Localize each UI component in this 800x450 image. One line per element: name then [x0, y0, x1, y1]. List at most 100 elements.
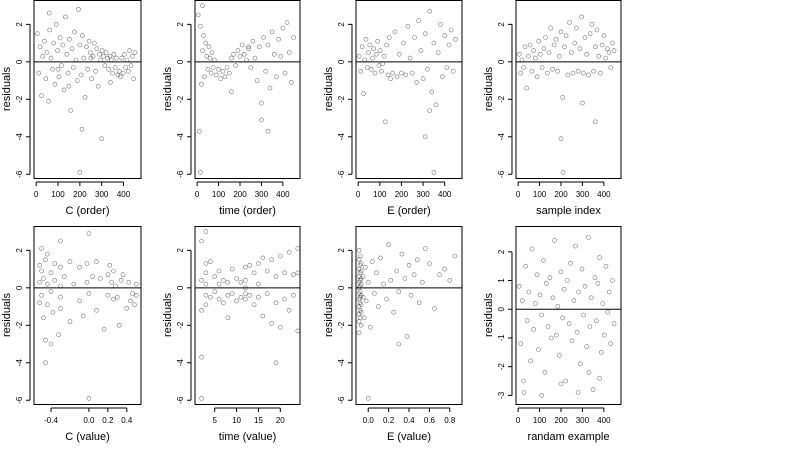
data-point: [377, 48, 383, 53]
data-point: [203, 292, 209, 298]
data-point: [79, 127, 85, 132]
data-point: [39, 268, 44, 274]
data-point: [86, 291, 92, 296]
x-tick-label: 100: [373, 190, 387, 199]
data-point: [128, 298, 133, 304]
data-point: [522, 44, 528, 50]
plot-frame: [355, 0, 463, 179]
data-point: [243, 291, 248, 296]
data-point: [34, 31, 40, 37]
x-tick-label: 0: [195, 190, 200, 199]
data-point: [594, 27, 600, 33]
data-point: [373, 51, 379, 57]
data-point: [109, 279, 114, 285]
data-point: [208, 259, 213, 264]
data-point: [203, 281, 209, 287]
data-point: [199, 396, 204, 401]
data-point: [234, 298, 239, 304]
data-point: [263, 68, 269, 74]
data-point: [422, 246, 428, 251]
data-point: [366, 50, 371, 55]
data-point: [80, 33, 85, 38]
data-point: [432, 306, 437, 311]
data-point: [561, 286, 567, 292]
plot-frame: [194, 226, 301, 405]
data-point: [606, 50, 612, 55]
y-tick-label: -3: [497, 391, 506, 399]
data-point: [544, 70, 550, 76]
data-point: [528, 358, 533, 364]
data-point: [120, 70, 126, 76]
y-tick-label: -4: [176, 359, 185, 367]
data-point: [565, 72, 571, 78]
data-point: [392, 29, 398, 35]
data-point: [222, 74, 228, 80]
data-point: [64, 51, 70, 57]
data-point: [375, 38, 380, 44]
data-point: [41, 315, 46, 321]
data-point: [282, 296, 288, 302]
x-tick-label: 20: [276, 416, 285, 425]
data-point: [108, 80, 113, 85]
data-point: [77, 264, 82, 270]
data-point: [518, 341, 524, 347]
data-point: [199, 277, 204, 283]
data-point: [416, 300, 422, 306]
data-point: [282, 70, 288, 76]
data-point: [567, 20, 572, 25]
data-point: [386, 35, 392, 40]
data-point: [67, 36, 72, 42]
data-point: [77, 42, 83, 48]
data-point: [212, 274, 217, 279]
data-point: [250, 38, 256, 44]
data-point: [358, 268, 364, 274]
data-point: [587, 324, 593, 329]
data-point: [199, 82, 204, 87]
data-point: [210, 65, 216, 70]
data-point: [555, 304, 561, 309]
data-point: [431, 40, 437, 46]
data-point: [225, 292, 231, 298]
data-point: [82, 95, 88, 100]
data-point: [207, 55, 213, 61]
data-point: [605, 309, 611, 315]
data-point: [553, 36, 559, 42]
data-point: [238, 279, 244, 285]
data-point: [414, 80, 419, 85]
data-point: [251, 270, 257, 276]
data-point: [56, 74, 62, 80]
data-point: [69, 46, 75, 52]
x-tick-label: 400: [117, 190, 131, 199]
data-point: [98, 276, 103, 281]
data-point: [199, 307, 204, 313]
data-point: [61, 87, 67, 93]
data-point: [247, 292, 252, 298]
data-point: [571, 298, 577, 303]
data-point: [549, 335, 554, 341]
data-point: [378, 255, 383, 261]
scatter-panel: 0 100 200 300 400 -6 -4 -2 0 2 E (order) residuals: [323, 0, 463, 217]
data-point: [124, 57, 130, 63]
data-point: [566, 321, 572, 326]
data-point: [88, 55, 94, 61]
data-point: [364, 65, 370, 70]
data-point: [51, 40, 57, 46]
data-point: [282, 270, 288, 276]
data-point: [447, 277, 453, 283]
data-point: [606, 289, 612, 295]
plot-frame: [194, 0, 301, 179]
data-point: [562, 44, 567, 50]
data-point: [80, 313, 86, 319]
data-point: [356, 257, 362, 263]
data-point: [361, 91, 366, 96]
data-point: [52, 82, 58, 87]
data-point: [596, 53, 602, 59]
data-point: [60, 42, 66, 48]
y-tick-label: 2: [15, 248, 24, 253]
data-point: [422, 134, 428, 140]
data-point: [291, 292, 296, 298]
data-point: [411, 272, 417, 278]
data-point: [46, 98, 51, 104]
data-point: [560, 315, 566, 321]
